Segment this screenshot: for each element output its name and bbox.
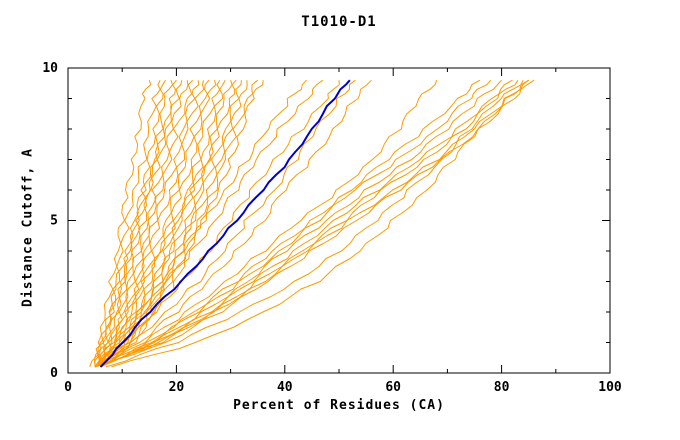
model-curve [94, 80, 174, 368]
x-tick-label: 60 [385, 380, 401, 395]
model-curve [93, 79, 161, 367]
model-curve [100, 79, 356, 368]
model-curve [100, 80, 248, 368]
plot-border [67, 67, 611, 374]
x-tick-label: 40 [277, 380, 293, 395]
model-curve [111, 79, 529, 368]
model-curve [100, 79, 324, 368]
model-curve [94, 79, 210, 368]
model-curve [94, 80, 233, 368]
y-tick-label: 0 [50, 366, 58, 381]
x-tick-label: 20 [169, 380, 185, 395]
y-axis-label: Distance Cutoff, A [20, 148, 36, 307]
model-curve [100, 80, 438, 368]
x-tick-label: 80 [494, 380, 510, 395]
model-curve [100, 79, 513, 368]
x-tick-label: 100 [598, 380, 622, 395]
model-curve [99, 79, 194, 367]
model-curve [94, 79, 177, 367]
model-curve [100, 80, 183, 368]
model-curve [94, 80, 340, 368]
model-curve [94, 79, 481, 368]
model-curve [94, 79, 535, 368]
model-curve [100, 79, 492, 368]
x-axis-label: Percent of Residues (CA) [233, 398, 445, 413]
model-curve [100, 79, 530, 368]
model-curve [94, 79, 502, 368]
model-curve [100, 79, 226, 368]
x-tick-label: 0 [64, 380, 72, 395]
model-curve [94, 79, 307, 368]
model-curve [94, 79, 259, 368]
model-curve [89, 79, 166, 368]
y-tick-label: 5 [50, 214, 58, 229]
highlighted-model-curve [99, 79, 351, 368]
chart-title: T1010-D1 [301, 14, 377, 30]
y-tick-label: 10 [42, 61, 58, 76]
model-curve [105, 79, 524, 368]
model-curve [94, 79, 372, 368]
